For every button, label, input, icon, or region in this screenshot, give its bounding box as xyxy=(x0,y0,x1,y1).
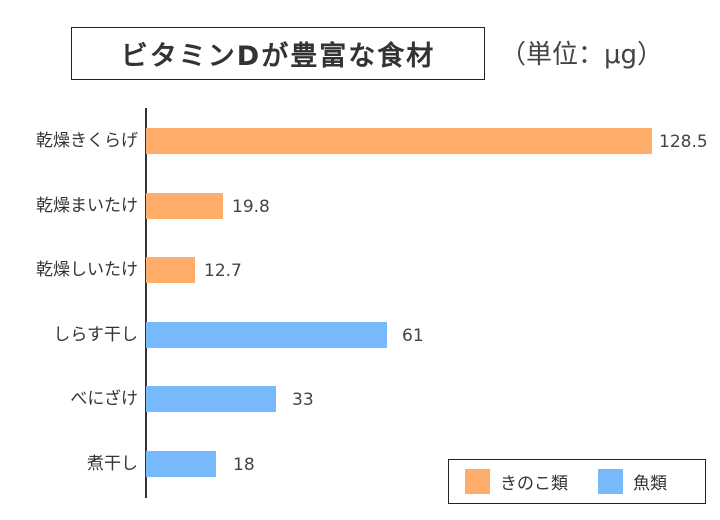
bar-row: 乾燥きくらげ 128.5 xyxy=(0,128,720,154)
value-label: 18 xyxy=(233,455,255,475)
legend-swatch-fish xyxy=(598,469,623,494)
bar-fish xyxy=(146,451,216,477)
bar-row: べにざけ 33 xyxy=(0,386,720,412)
category-label: 乾燥しいたけ xyxy=(36,260,138,280)
legend-label: 魚類 xyxy=(633,474,667,494)
legend: きのこ類 魚類 xyxy=(448,459,706,504)
value-label: 128.5 xyxy=(659,132,708,152)
value-label: 12.7 xyxy=(204,261,242,281)
bar-fish xyxy=(146,386,276,412)
category-label: しらす干し xyxy=(53,325,138,345)
bar-mushroom xyxy=(146,128,652,154)
bar-row: 煮干し 18 xyxy=(0,451,720,477)
legend-item-fish: 魚類 xyxy=(598,469,667,494)
category-label: べにざけ xyxy=(70,389,138,409)
category-label: 乾燥きくらげ xyxy=(36,131,138,151)
value-label: 19.8 xyxy=(232,197,270,217)
bar-mushroom xyxy=(146,257,195,283)
bar-row: しらす干し 61 xyxy=(0,322,720,348)
legend-swatch-mushroom xyxy=(465,469,490,494)
bar-row: 乾燥まいたけ 19.8 xyxy=(0,193,720,219)
legend-item-mushroom: きのこ類 xyxy=(465,469,568,494)
chart-title: ビタミンDが豊富な食材 xyxy=(120,41,436,72)
category-label: 煮干し xyxy=(87,454,138,474)
value-label: 61 xyxy=(402,326,424,346)
bar-fish xyxy=(146,322,387,348)
bar-mushroom xyxy=(146,193,223,219)
bar-row: 乾燥しいたけ 12.7 xyxy=(0,257,720,283)
category-label: 乾燥まいたけ xyxy=(36,196,138,216)
chart-title-box: ビタミンDが豊富な食材 xyxy=(71,27,485,80)
legend-label: きのこ類 xyxy=(500,474,568,494)
unit-label: （単位：μg） xyxy=(500,40,664,70)
y-axis-line xyxy=(145,108,147,498)
value-label: 33 xyxy=(292,390,314,410)
